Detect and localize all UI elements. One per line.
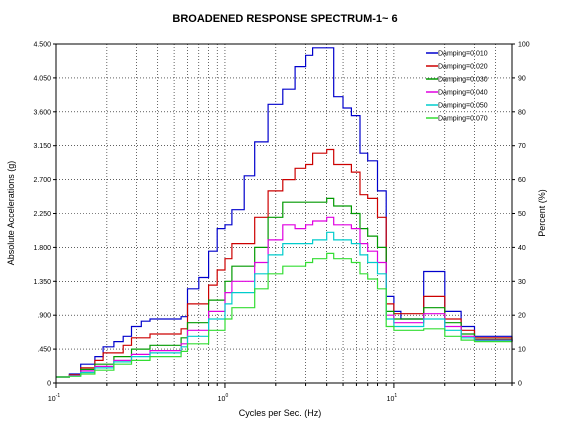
- y-tick-label: 1.800: [33, 245, 51, 252]
- series-line-1: [56, 47, 513, 378]
- y-tick-label: .900: [37, 313, 51, 320]
- y-tick-label: 3.150: [33, 143, 51, 150]
- legend: Damping=0.010 Damping=0.020 Damping=0.030 D…: [426, 51, 488, 123]
- chart-title: BROADENED RESPONSE SPECTRUM-1~ 6: [172, 13, 397, 25]
- legend-entry: Damping=0.020: [438, 64, 488, 71]
- y2-tick-label: 30: [518, 279, 526, 286]
- series-line-6: [56, 252, 512, 378]
- y-tick-label: 2.250: [33, 211, 51, 218]
- y2-tick-label: 20: [518, 313, 526, 320]
- y-tick-label: 4.500: [33, 42, 51, 49]
- y-axis-ticks: 0 .450 .900 1.350 1.800 2.250 2.700 3.150 3.600 4…: [33, 42, 56, 388]
- y2-tick-label: 50: [518, 211, 526, 218]
- x-axis-label: Cycles per Sec. (Hz): [239, 408, 322, 418]
- y2-tick-label: 40: [518, 245, 526, 252]
- y-tick-label: 3.600: [33, 109, 51, 116]
- y-axis-label: Absolute Accelerations (g): [6, 161, 16, 266]
- x-tick-label: 100: [218, 393, 229, 403]
- y-tick-label: 4.050: [33, 75, 51, 82]
- y2-tick-label: 60: [518, 177, 526, 184]
- y2-axis-label: Percent (%): [537, 189, 547, 237]
- y-tick-label: 0: [47, 381, 51, 388]
- y2-tick-label: 80: [518, 109, 526, 116]
- y2-tick-label: 90: [518, 75, 526, 82]
- y2-tick-label: 10: [518, 347, 526, 354]
- y-tick-label: 2.700: [33, 177, 51, 184]
- legend-entry: Damping=0.010: [438, 51, 488, 58]
- x-tick-label: 101: [387, 393, 398, 403]
- series-line-2: [56, 148, 513, 378]
- y2-tick-label: 0: [518, 381, 522, 388]
- y2-tick-label: 70: [518, 143, 526, 150]
- series-layer: [56, 47, 513, 378]
- x-axis-ticks: 10-1 100 101: [48, 383, 513, 403]
- y2-tick-label: 100: [518, 42, 530, 49]
- y-tick-label: 1.350: [33, 279, 51, 286]
- legend-entry: Damping=0.030: [438, 77, 488, 84]
- series-line-5: [56, 231, 513, 378]
- legend-entry: Damping=0.070: [438, 116, 488, 123]
- y2-axis-ticks: 0 10 20 30 40 50 60 70 80 90 100: [512, 42, 530, 388]
- x-tick-label: 10-1: [48, 393, 60, 403]
- legend-entry: Damping=0.050: [438, 103, 488, 110]
- legend-entry: Damping=0.040: [438, 90, 488, 97]
- y-tick-label: .450: [37, 347, 51, 354]
- series-line-4: [56, 216, 513, 378]
